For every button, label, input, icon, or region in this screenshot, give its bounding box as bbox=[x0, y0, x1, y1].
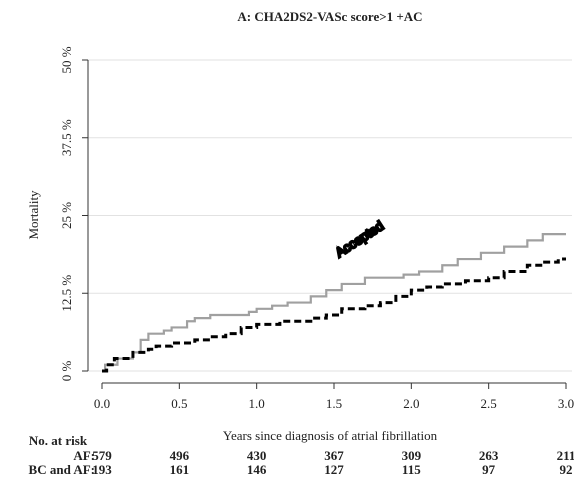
risk-count: 367 bbox=[324, 448, 344, 463]
x-tick-label: 0.5 bbox=[171, 396, 187, 411]
risk-table-title: No. at risk bbox=[29, 433, 88, 448]
risk-count: 161 bbox=[170, 462, 190, 477]
risk-count: 146 bbox=[247, 462, 267, 477]
risk-count: 127 bbox=[324, 462, 344, 477]
risk-row-label: AF: bbox=[73, 448, 95, 463]
y-tick-label: 12.5 % bbox=[59, 275, 74, 312]
risk-count: 496 bbox=[170, 448, 190, 463]
y-axis-label: Mortality bbox=[26, 190, 41, 240]
watermark: Accepted bbox=[333, 218, 387, 260]
risk-count: 193 bbox=[92, 462, 112, 477]
x-tick-label: 2.0 bbox=[403, 396, 419, 411]
chart-title: A: CHA2DS2-VASc score>1 +AC bbox=[237, 9, 422, 24]
x-tick-label: 3.0 bbox=[558, 396, 574, 411]
risk-count: 115 bbox=[402, 462, 421, 477]
risk-count: 430 bbox=[247, 448, 267, 463]
y-tick-label: 37.5 % bbox=[59, 119, 74, 156]
x-axis-label: Years since diagnosis of atrial fibrilla… bbox=[223, 428, 438, 443]
survival-curve bbox=[102, 233, 566, 373]
risk-count: 211 bbox=[557, 448, 574, 463]
survival-curve bbox=[102, 257, 566, 373]
risk-count: 263 bbox=[479, 448, 499, 463]
risk-count: 309 bbox=[402, 448, 422, 463]
risk-count: 97 bbox=[482, 462, 496, 477]
risk-count: 92 bbox=[560, 462, 573, 477]
risk-row-label: BC and AF: bbox=[29, 462, 95, 477]
y-tick-label: 0 % bbox=[59, 361, 74, 382]
x-tick-label: 1.5 bbox=[326, 396, 342, 411]
x-tick-label: 0.0 bbox=[94, 396, 110, 411]
x-tick-label: 1.0 bbox=[249, 396, 265, 411]
risk-count: 579 bbox=[92, 448, 112, 463]
y-tick-label: 50 % bbox=[59, 46, 74, 73]
y-tick-label: 25 % bbox=[59, 202, 74, 229]
x-tick-label: 2.5 bbox=[481, 396, 497, 411]
